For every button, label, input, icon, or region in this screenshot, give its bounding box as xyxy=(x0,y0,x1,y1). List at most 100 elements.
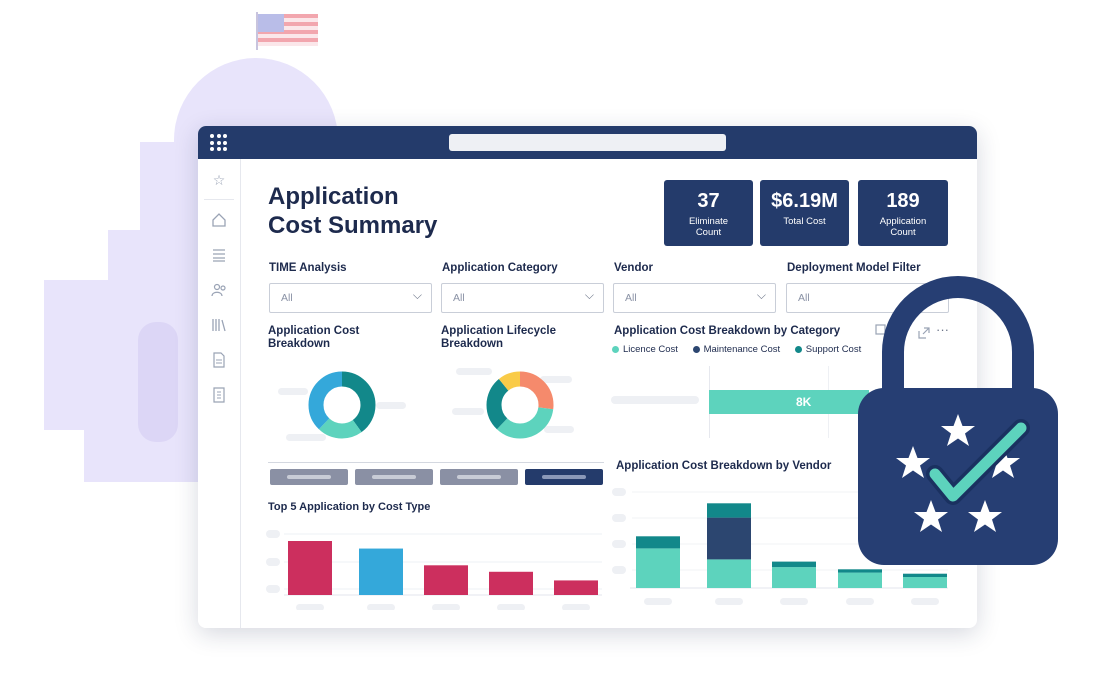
top5-bar-chart xyxy=(266,530,602,610)
select-value: All xyxy=(625,292,637,304)
stacked-bar-segment xyxy=(903,577,947,588)
category-legend: Licence Cost Maintenance Cost Support Co… xyxy=(612,344,873,355)
home-icon[interactable] xyxy=(210,211,228,229)
legend-item: Maintenance Cost xyxy=(692,344,780,355)
skeleton-line xyxy=(376,402,406,409)
copy-icon[interactable] xyxy=(875,324,889,338)
lock-icon xyxy=(858,276,1058,565)
select-value: All xyxy=(453,292,465,304)
kpi-eliminate-count[interactable]: 37 Eliminate Count xyxy=(664,180,753,246)
stars xyxy=(896,414,1020,532)
stacked-bar-segment xyxy=(772,561,816,568)
y-tick-skeleton xyxy=(266,530,280,538)
tab-2[interactable] xyxy=(355,469,433,485)
report-icon[interactable] xyxy=(210,386,228,404)
select-value: All xyxy=(798,292,810,304)
x-tick-skeleton xyxy=(846,598,874,605)
legend-item: Licence Cost xyxy=(612,344,678,355)
legend-item: Support Cost xyxy=(794,344,861,355)
kpi-value: 189 xyxy=(886,190,920,212)
section-cost-breakdown: Application Cost Breakdown xyxy=(268,325,360,350)
stacked-bar-segment xyxy=(838,569,882,573)
category-bar-label: 8K xyxy=(796,395,812,409)
stacked-bar-segment xyxy=(636,536,680,549)
chevron-down-icon: ⌵ xyxy=(756,288,766,302)
page-title-line2: Cost Summary xyxy=(268,212,438,239)
y-tick-skeleton xyxy=(266,558,280,566)
more-icon[interactable]: ··· xyxy=(936,322,949,337)
bar xyxy=(424,565,468,595)
kpi-label: Total Cost xyxy=(783,216,826,227)
skeleton-line xyxy=(544,426,574,433)
users-icon[interactable] xyxy=(210,281,228,299)
kpi-application-count[interactable]: 189 Application Count xyxy=(858,180,948,246)
list-icon[interactable] xyxy=(210,246,228,264)
tab-4-active[interactable] xyxy=(525,469,603,485)
x-tick-skeleton xyxy=(780,598,808,605)
y-tick-skeleton xyxy=(266,585,280,593)
skeleton-line xyxy=(286,434,326,441)
select-value: All xyxy=(281,292,293,304)
donut-slice xyxy=(308,371,376,439)
filter-label-time: TIME Analysis xyxy=(269,262,347,274)
y-tick-skeleton xyxy=(612,488,626,496)
bar xyxy=(288,541,332,595)
x-tick-skeleton xyxy=(644,598,672,605)
document-icon[interactable] xyxy=(210,351,228,369)
x-tick-skeleton xyxy=(497,604,525,610)
bar xyxy=(554,580,598,595)
cost-breakdown-donut-chart xyxy=(278,371,406,441)
filter-label-deployment: Deployment Model Filter xyxy=(787,262,921,274)
expand-icon[interactable] xyxy=(917,326,931,340)
lifecycle-breakdown-donut-chart xyxy=(452,368,574,439)
chevron-down-icon: ⌵ xyxy=(412,288,422,302)
grid-icon[interactable] xyxy=(210,134,227,151)
vendor-select[interactable]: All ⌵ xyxy=(613,283,776,313)
bar xyxy=(489,571,533,595)
tab-3[interactable] xyxy=(440,469,518,485)
page-title: Application Cost Summary xyxy=(268,182,437,240)
skeleton-line xyxy=(540,376,572,383)
page-title-line1: Application xyxy=(268,183,399,210)
title-bar xyxy=(198,126,977,159)
x-tick-skeleton xyxy=(432,604,460,610)
y-tick-skeleton xyxy=(612,540,626,548)
bar xyxy=(359,548,403,595)
stacked-bar-segment xyxy=(772,567,816,588)
skeleton-line xyxy=(278,388,308,395)
x-tick-skeleton xyxy=(296,604,324,610)
section-by-vendor: Application Cost Breakdown by Vendor xyxy=(616,460,832,472)
x-tick-skeleton xyxy=(715,598,743,605)
kpi-label: Eliminate Count xyxy=(688,216,729,238)
stacked-bar-segment xyxy=(707,517,751,560)
application-category-select[interactable]: All ⌵ xyxy=(441,283,604,313)
y-tick-skeleton xyxy=(612,566,626,574)
library-icon[interactable] xyxy=(210,316,228,334)
stacked-bar-segment xyxy=(707,503,751,518)
stacked-bar-segment xyxy=(636,548,680,588)
tab-divider xyxy=(268,462,604,463)
kpi-value: $6.19M xyxy=(771,190,838,212)
kpi-value: 37 xyxy=(697,190,720,212)
x-tick-skeleton xyxy=(911,598,939,605)
section-by-category: Application Cost Breakdown by Category xyxy=(614,325,841,337)
y-tick-skeleton xyxy=(612,514,626,522)
chevron-down-icon: ⌵ xyxy=(584,288,594,302)
x-tick-skeleton xyxy=(562,604,590,610)
tab-1[interactable] xyxy=(270,469,348,485)
section-top5: Top 5 Application by Cost Type xyxy=(268,501,431,513)
star-icon[interactable]: ☆ xyxy=(212,172,226,188)
section-lifecycle-breakdown: Application Lifecycle Breakdown xyxy=(441,325,557,350)
filter-label-vendor: Vendor xyxy=(614,262,653,274)
dashboard-window: ☆ Application Cost Summary 37 Eliminate C… xyxy=(198,126,977,628)
category-bar: 8K xyxy=(709,390,869,414)
stacked-bar-segment xyxy=(903,573,947,577)
stacked-bar-segment xyxy=(838,572,882,588)
time-analysis-select[interactable]: All ⌵ xyxy=(269,283,432,313)
donut-slice xyxy=(486,371,554,439)
address-bar[interactable] xyxy=(449,134,726,151)
filter-label-category: Application Category xyxy=(442,262,558,274)
kpi-total-cost[interactable]: $6.19M Total Cost xyxy=(760,180,849,246)
sidebar-divider xyxy=(204,199,234,200)
skeleton-line xyxy=(456,368,492,375)
